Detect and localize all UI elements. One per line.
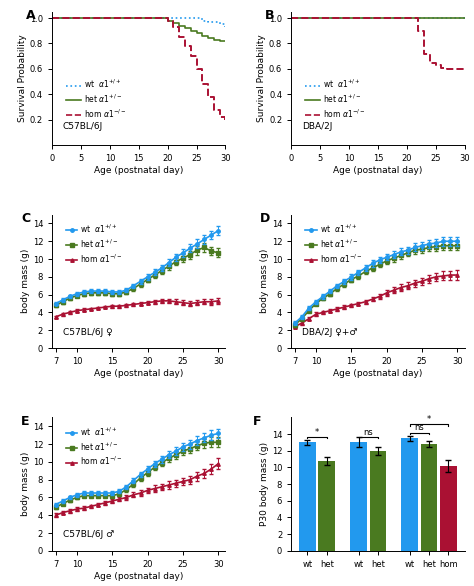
Text: ns: ns <box>414 424 424 432</box>
X-axis label: Age (postnatal day): Age (postnatal day) <box>333 166 423 175</box>
Legend: wt  $\alpha1^{+/+}$, het $\alpha1^{+/-}$, hom $\alpha1^{-/-}$: wt $\alpha1^{+/+}$, het $\alpha1^{+/-}$,… <box>63 220 126 268</box>
Text: A: A <box>26 9 36 22</box>
Y-axis label: body mass (g): body mass (g) <box>260 249 269 314</box>
Bar <box>440 466 456 551</box>
X-axis label: Age (postnatal day): Age (postnatal day) <box>94 166 183 175</box>
X-axis label: Age (postnatal day): Age (postnatal day) <box>94 369 183 378</box>
Bar <box>299 442 316 551</box>
Y-axis label: body mass (g): body mass (g) <box>21 249 30 314</box>
Text: C57BL/6J: C57BL/6J <box>63 122 103 131</box>
Text: C57BL/6J ♂: C57BL/6J ♂ <box>63 530 114 540</box>
Text: DBA/2J ♀+♂: DBA/2J ♀+♂ <box>301 328 357 337</box>
Text: *: * <box>427 415 431 424</box>
Legend: wt  $\alpha1^{+/+}$, het $\alpha1^{+/-}$, hom $\alpha1^{-/-}$: wt $\alpha1^{+/+}$, het $\alpha1^{+/-}$,… <box>302 75 369 122</box>
Text: C: C <box>21 212 30 225</box>
Bar <box>319 461 335 551</box>
Y-axis label: Survival Probability: Survival Probability <box>18 35 27 122</box>
Text: ns: ns <box>364 428 373 437</box>
Text: F: F <box>253 415 262 428</box>
Text: D: D <box>260 212 270 225</box>
Bar <box>350 442 367 551</box>
Y-axis label: Survival Probability: Survival Probability <box>257 35 266 122</box>
Text: *: * <box>315 428 319 437</box>
Y-axis label: body mass (g): body mass (g) <box>21 452 30 516</box>
Text: C57BL/6J ♀: C57BL/6J ♀ <box>63 328 112 337</box>
Legend: wt  $\alpha1^{+/+}$, het $\alpha1^{+/-}$, hom $\alpha1^{-/-}$: wt $\alpha1^{+/+}$, het $\alpha1^{+/-}$,… <box>63 423 126 471</box>
X-axis label: Age (postnatal day): Age (postnatal day) <box>333 369 423 378</box>
Bar <box>401 438 418 551</box>
Text: B: B <box>265 9 275 22</box>
Legend: wt  $\alpha1^{+/+}$, het $\alpha1^{+/-}$, hom $\alpha1^{-/-}$: wt $\alpha1^{+/+}$, het $\alpha1^{+/-}$,… <box>63 75 130 122</box>
X-axis label: Age (postnatal day): Age (postnatal day) <box>94 572 183 581</box>
Text: E: E <box>21 415 29 428</box>
Legend: wt  $\alpha1^{+/+}$, het $\alpha1^{+/-}$, hom $\alpha1^{-/-}$: wt $\alpha1^{+/+}$, het $\alpha1^{+/-}$,… <box>302 220 365 268</box>
Y-axis label: P30 body mass (g): P30 body mass (g) <box>260 442 269 526</box>
Text: DBA/2J: DBA/2J <box>301 122 332 131</box>
Bar <box>370 451 386 551</box>
Bar <box>421 444 438 551</box>
